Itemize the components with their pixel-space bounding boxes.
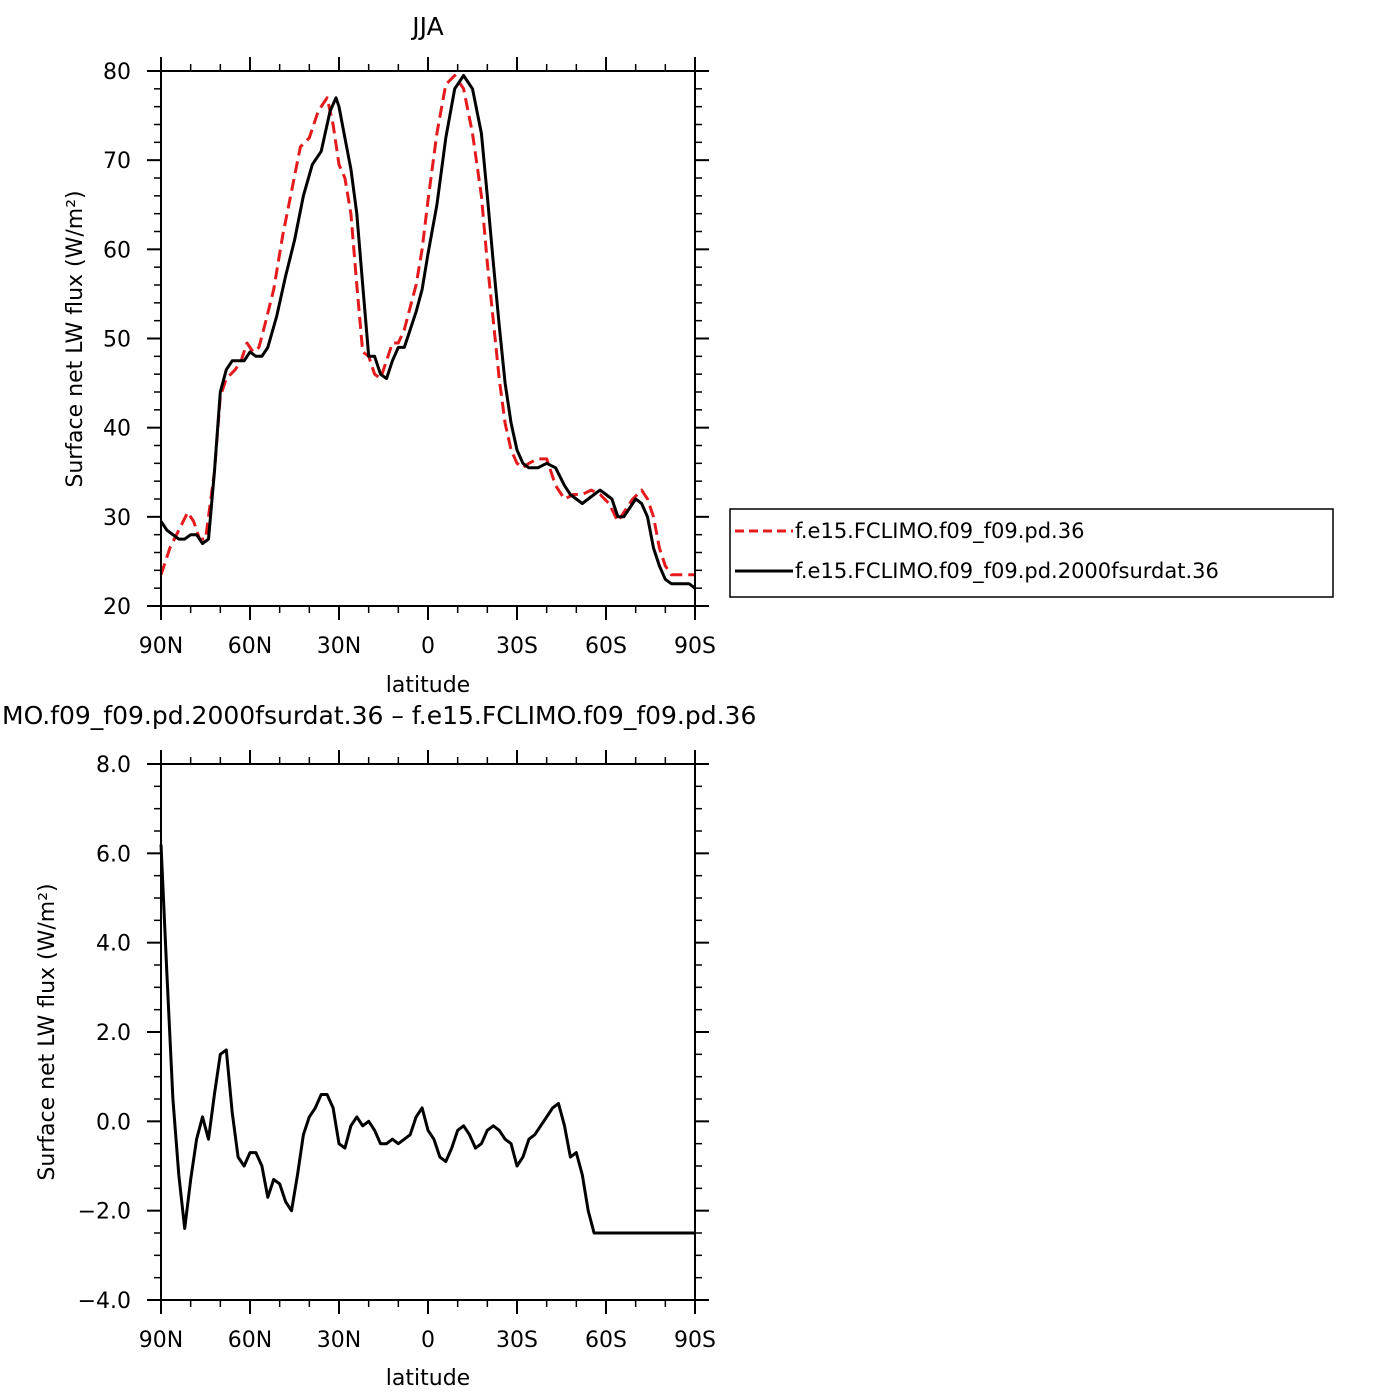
bottom-series-line-1 (159, 844, 695, 1235)
top-x-axis-title: latitude (386, 673, 470, 698)
top-x-tick-label: 60S (585, 634, 627, 659)
bottom-series-group (159, 844, 695, 1235)
top-x-tick-label: 60N (228, 634, 272, 659)
top-axis-ticks: 20 30 40 50 60 70 80 90N 60N 30N 0 30S 60S 90S (103, 57, 716, 659)
bottom-y-tick-label: −4.0 (78, 1289, 131, 1314)
bottom-x-axis-title: latitude (386, 1366, 470, 1391)
top-x-tick-label: 30N (317, 634, 361, 659)
top-y-tick-label: 60 (103, 238, 131, 263)
top-x-tick-label: 90N (139, 634, 183, 659)
legend: f.e15.FCLIMO.f09_f09.pd.36 f.e15.FCLIMO.… (729, 508, 1334, 598)
top-x-tick-label: 90S (674, 634, 716, 659)
bottom-y-axis-title: Surface net LW flux (W/m²) (35, 883, 60, 1180)
bottom-axis-ticks: −4.0 −2.0 0.0 2.0 4.0 6.0 8.0 90N 60N 30N 0 30S 60S 9… (78, 750, 716, 1353)
top-series-line-1 (159, 74, 695, 577)
bottom-y-tick-label: 4.0 (96, 932, 131, 957)
top-plot-title: JJA (410, 12, 443, 41)
top-plot-frame (160, 70, 696, 607)
bottom-y-tick-label: 6.0 (96, 842, 131, 867)
top-x-tick-label: 0 (421, 634, 435, 659)
bottom-y-tick-label: 8.0 (96, 753, 131, 778)
bottom-x-tick-label: 90N (139, 1328, 183, 1353)
top-y-tick-label: 30 (103, 506, 131, 531)
top-y-tick-label: 80 (103, 60, 131, 85)
top-y-axis-title: Surface net LW flux (W/m²) (63, 190, 88, 487)
legend-label-2: f.e15.FCLIMO.f09_f09.pd.2000fsurdat.36 (795, 559, 1219, 584)
bottom-y-tick-label: 0.0 (96, 1110, 131, 1135)
legend-box (729, 508, 1334, 598)
top-x-tick-label: 30S (496, 634, 538, 659)
top-y-tick-label: 20 (103, 595, 131, 620)
bottom-x-tick-label: 30S (496, 1328, 538, 1353)
top-series-line-2 (159, 74, 696, 590)
top-series-group (159, 74, 696, 590)
legend-label-1: f.e15.FCLIMO.f09_f09.pd.36 (795, 519, 1084, 544)
bottom-x-tick-label: 0 (421, 1328, 435, 1353)
top-y-tick-label: 70 (103, 149, 131, 174)
bottom-x-tick-label: 60N (228, 1328, 272, 1353)
top-panel: JJA 20 30 40 50 60 70 80 90N 60N 30N 0 30S 60S 90S la… (63, 12, 716, 698)
bottom-y-tick-label: 2.0 (96, 1021, 131, 1046)
bottom-plot-frame (160, 763, 696, 1301)
top-y-tick-label: 50 (103, 328, 131, 353)
bottom-panel: MO.f09_f09.pd.2000fsurdat.36 – f.e15.FCL… (2, 701, 756, 1391)
bottom-plot-title: MO.f09_f09.pd.2000fsurdat.36 – f.e15.FCL… (2, 701, 756, 730)
bottom-y-tick-label: −2.0 (78, 1200, 131, 1225)
top-y-tick-label: 40 (103, 417, 131, 442)
bottom-x-tick-label: 60S (585, 1328, 627, 1353)
bottom-x-tick-label: 90S (674, 1328, 716, 1353)
bottom-x-tick-label: 30N (317, 1328, 361, 1353)
